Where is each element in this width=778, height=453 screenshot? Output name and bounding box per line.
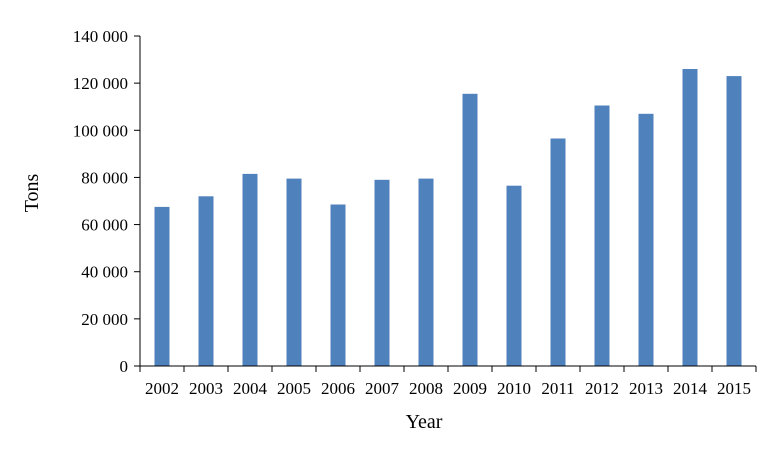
bar-2013 <box>638 113 654 366</box>
y-tick-label: 20 000 <box>81 310 128 329</box>
x-tick-label: 2004 <box>233 379 268 398</box>
y-tick-label: 0 <box>120 357 129 376</box>
x-tick-label: 2005 <box>277 379 311 398</box>
bar-2003 <box>198 196 214 366</box>
x-tick-label: 2007 <box>365 379 400 398</box>
x-tick-label: 2008 <box>409 379 443 398</box>
x-tick-label: 2010 <box>497 379 531 398</box>
x-tick-label: 2014 <box>673 379 708 398</box>
y-tick-label: 120 000 <box>73 74 128 93</box>
x-tick-label: 2002 <box>145 379 179 398</box>
bar-2006 <box>330 204 346 366</box>
bar-2008 <box>418 178 434 366</box>
y-tick-labels: 0 20 000 40 000 60 000 80 000 100 000 120 000 1… <box>73 27 128 376</box>
bars-group <box>154 69 742 367</box>
x-tick-label: 2013 <box>629 379 663 398</box>
bar-2007 <box>374 179 390 366</box>
bar-2005 <box>286 178 302 366</box>
bar-2002 <box>154 206 170 366</box>
y-axis-title: Tons <box>21 173 43 212</box>
bar-2011 <box>550 138 566 366</box>
y-tick-label: 60 000 <box>81 216 128 235</box>
bar-2012 <box>594 105 610 366</box>
x-tick-label: 2011 <box>541 379 574 398</box>
bar-2015 <box>726 76 742 366</box>
axes-group <box>134 35 757 372</box>
y-tick-label: 80 000 <box>81 168 128 187</box>
bar-2014 <box>682 69 698 366</box>
x-axis-title: Year <box>406 411 443 433</box>
y-tick-label: 100 000 <box>73 121 128 140</box>
x-tick-label: 2003 <box>189 379 223 398</box>
x-tick-labels: 2002 2003 2004 2005 2006 2007 2008 2009 2010 2011… <box>145 379 751 398</box>
x-tick-label: 2009 <box>453 379 487 398</box>
x-tick-label: 2012 <box>585 379 619 398</box>
x-tick-label: 2006 <box>321 379 355 398</box>
y-tick-label: 40 000 <box>81 263 128 282</box>
y-tick-label: 140 000 <box>73 27 128 46</box>
bar-2004 <box>242 173 258 366</box>
x-tick-label: 2015 <box>717 379 751 398</box>
bar-2010 <box>506 185 522 366</box>
bar-2009 <box>462 93 478 367</box>
